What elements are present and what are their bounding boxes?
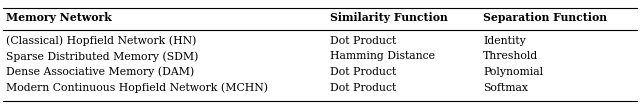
- Text: Dot Product: Dot Product: [330, 67, 396, 77]
- Text: Dot Product: Dot Product: [330, 83, 396, 93]
- Text: Softmax: Softmax: [483, 83, 528, 93]
- Text: Identity: Identity: [483, 36, 526, 46]
- Text: Dense Associative Memory (DAM): Dense Associative Memory (DAM): [6, 67, 195, 77]
- Text: (Classical) Hopfield Network (HN): (Classical) Hopfield Network (HN): [6, 35, 196, 46]
- Text: Threshold: Threshold: [483, 51, 538, 61]
- Text: Dot Product: Dot Product: [330, 36, 396, 46]
- Text: Modern Continuous Hopfield Network (MCHN): Modern Continuous Hopfield Network (MCHN…: [6, 82, 268, 93]
- Text: Hamming Distance: Hamming Distance: [330, 51, 435, 61]
- Text: Sparse Distributed Memory (SDM): Sparse Distributed Memory (SDM): [6, 51, 199, 62]
- Text: Similarity Function: Similarity Function: [330, 12, 447, 23]
- Text: Separation Function: Separation Function: [483, 12, 607, 23]
- Text: Polynomial: Polynomial: [483, 67, 543, 77]
- Text: Memory Network: Memory Network: [6, 12, 112, 23]
